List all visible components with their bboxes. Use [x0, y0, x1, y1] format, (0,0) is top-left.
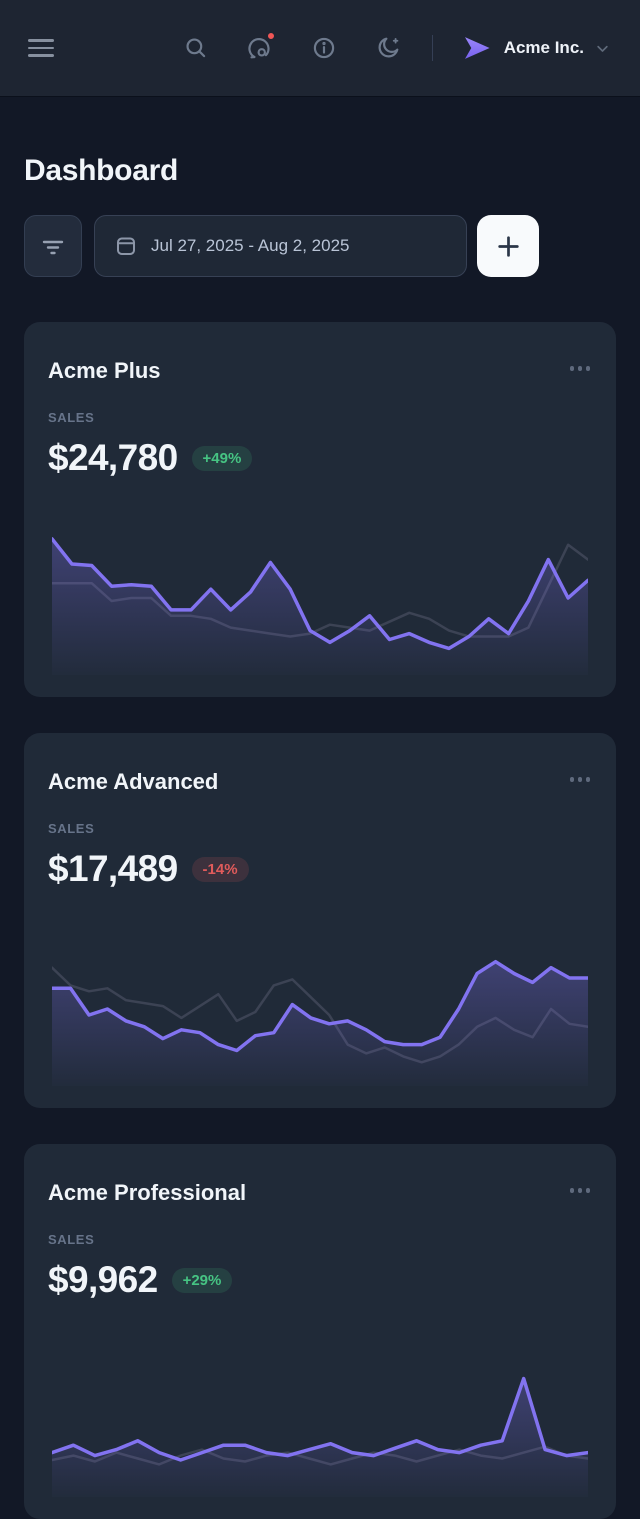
header-divider: [431, 35, 433, 61]
delta-badge: +49%: [191, 445, 253, 471]
card-title: Acme Professional: [48, 1180, 247, 1205]
sales-trend-chart: [52, 938, 588, 1086]
notifications-icon: [248, 38, 270, 59]
dark-mode-toggle-button[interactable]: [370, 30, 406, 66]
filter-lines-icon: [42, 240, 64, 255]
page-title: Dashboard: [24, 154, 178, 187]
search-icon: [186, 38, 205, 58]
hamburger-menu-button[interactable]: [28, 39, 54, 57]
card-acme-advanced: Acme Advanced SALES $17,489 -14%: [24, 733, 616, 1108]
metric-label: SALES: [48, 1232, 95, 1247]
sales-trend-chart: [52, 1349, 588, 1497]
card-menu-button[interactable]: [568, 358, 593, 379]
card-acme-professional: Acme Professional SALES $9,962 +29%: [24, 1144, 616, 1519]
company-name: Acme Inc.: [503, 38, 584, 57]
app-header: Acme Inc.: [0, 0, 640, 97]
metric-label: SALES: [48, 410, 95, 425]
sales-value: $24,780: [48, 437, 178, 478]
metric-label: SALES: [48, 821, 95, 836]
moon-icon: [378, 37, 399, 58]
plus-icon: [497, 235, 519, 257]
hamburger-icon: [28, 39, 54, 42]
header-actions: Acme Inc.: [150, 30, 616, 66]
dashboard-page: Dashboard Jul 27, 2025 - Aug 2, 2025 Acm…: [0, 154, 640, 1519]
sales-value: $9,962: [48, 1259, 158, 1300]
company-logo-icon: [464, 37, 490, 59]
card-acme-plus: Acme Plus SALES $24,780 +49%: [24, 322, 616, 697]
delta-badge: +29%: [171, 1267, 233, 1293]
search-button[interactable]: [178, 30, 214, 66]
calendar-icon: [117, 237, 135, 255]
card-menu-button[interactable]: [568, 769, 593, 790]
card-title: Acme Plus: [48, 358, 161, 383]
dashboard-actions: Jul 27, 2025 - Aug 2, 2025: [24, 215, 616, 277]
card-title: Acme Advanced: [48, 769, 219, 794]
notifications-button[interactable]: [242, 30, 278, 66]
add-button[interactable]: [477, 215, 539, 277]
card-menu-button[interactable]: [568, 1180, 593, 1201]
filter-button[interactable]: [24, 215, 82, 277]
delta-badge: -14%: [191, 856, 249, 882]
sales-value: $17,489: [48, 848, 178, 889]
date-range-value: Jul 27, 2025 - Aug 2, 2025: [151, 236, 350, 255]
sales-trend-chart: [52, 527, 588, 675]
date-range-picker[interactable]: Jul 27, 2025 - Aug 2, 2025: [94, 215, 467, 277]
chevron-down-icon: [597, 45, 608, 52]
sales-cards: Acme Plus SALES $24,780 +49% Acme Advanc…: [24, 322, 616, 1519]
notification-badge-dot: [265, 31, 276, 41]
info-button[interactable]: [306, 30, 342, 66]
company-menu-button[interactable]: Acme Inc.: [455, 31, 616, 65]
info-icon: [313, 37, 334, 59]
